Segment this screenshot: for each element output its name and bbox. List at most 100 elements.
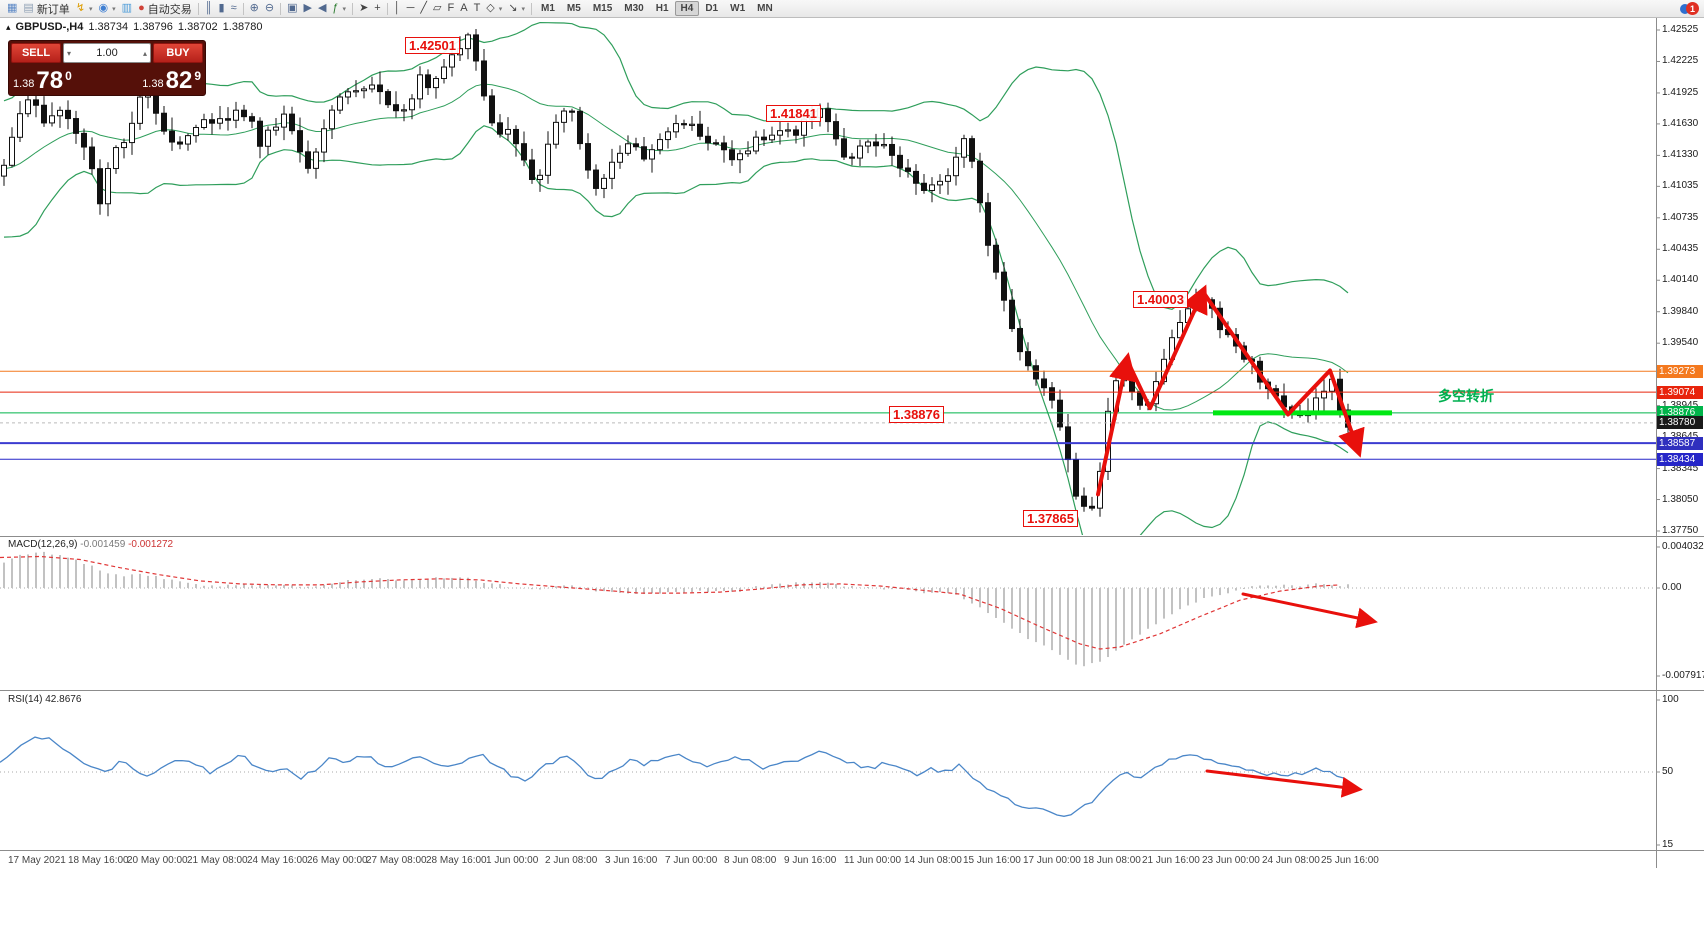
new-order-button[interactable]: ▤ 新订单 xyxy=(20,1,72,17)
cursor-icon: ➤ xyxy=(359,2,369,14)
trend-arrow[interactable] xyxy=(1125,284,1208,411)
timeframe-button-m1[interactable]: M1 xyxy=(541,3,555,14)
label-button[interactable]: T xyxy=(471,1,484,17)
timeframe-button-m15[interactable]: M15 xyxy=(592,3,613,14)
time-axis-label: 21 May 08:00 xyxy=(187,855,248,866)
timeframe-button-h4[interactable]: H4 xyxy=(674,1,700,16)
timeframe-button-d1[interactable]: D1 xyxy=(705,3,719,14)
sell-price[interactable]: 1.38 78 0 xyxy=(13,64,72,94)
shapes-button[interactable]: ◇ ▾ xyxy=(483,1,505,17)
timeframe-button-m30[interactable]: M30 xyxy=(624,3,644,14)
market-watch-button[interactable]: ▥ xyxy=(119,1,135,17)
time-axis-label: 28 May 16:00 xyxy=(426,855,487,866)
fibonacci-button[interactable]: F xyxy=(444,1,457,17)
rsi-name: RSI(14) xyxy=(8,694,43,705)
arrows-button[interactable]: ↘ ▾ xyxy=(505,1,528,17)
autotrading-icon: ● xyxy=(138,2,145,14)
channel-button[interactable]: ▱ xyxy=(430,1,444,17)
macd-scale-label: 0.00 xyxy=(1662,582,1682,593)
toolbar-separator xyxy=(386,2,388,15)
rsi-scale-label: 15 xyxy=(1662,839,1674,850)
dropdown-caret-icon: ▾ xyxy=(498,5,503,13)
one-click-panel-toggle-icon[interactable]: ▴ xyxy=(6,21,11,32)
rsi-value: 42.8676 xyxy=(45,694,82,705)
bar-chart-type-button[interactable]: ║ xyxy=(202,1,216,17)
new-order-icon: ▤ xyxy=(23,2,34,14)
profile-button[interactable]: ◉ ▾ xyxy=(96,1,119,17)
price-scale-label: 1.38945 xyxy=(1662,399,1699,411)
trendline-button[interactable]: ╱ xyxy=(417,1,430,17)
volume-decrease-icon[interactable]: ▾ xyxy=(67,48,72,58)
line-chart-type-button[interactable]: ≈ xyxy=(228,1,240,17)
tile-windows-button[interactable]: ▣ xyxy=(284,1,300,17)
time-axis-label: 25 Jun 16:00 xyxy=(1321,855,1379,866)
buy-price-sup: 9 xyxy=(194,69,201,83)
autotrading-button-label: 自动交易 xyxy=(147,3,192,16)
trendline-icon: ╱ xyxy=(420,2,428,14)
timeframe-button-h1[interactable]: H1 xyxy=(655,3,669,14)
lightning-button[interactable]: ↯ ▾ xyxy=(73,1,96,17)
line-chart-type-icon: ≈ xyxy=(230,2,237,14)
toolbar-separator xyxy=(242,2,244,15)
vertical-line-button[interactable]: │ xyxy=(391,1,404,17)
autotrading-button[interactable]: ● 自动交易 xyxy=(135,1,195,17)
price-scale-label: 1.39840 xyxy=(1662,305,1699,317)
sell-button[interactable]: SELL xyxy=(11,43,61,63)
time-axis-label: 27 May 08:00 xyxy=(366,855,427,866)
tile-windows-icon: ▣ xyxy=(287,2,298,14)
price-scale-label: 1.38645 xyxy=(1662,431,1698,442)
dropdown-caret-icon: ▾ xyxy=(342,5,347,13)
price-annotation: 1.38876 xyxy=(889,406,944,423)
timeframe-button-mn[interactable]: MN xyxy=(757,3,773,14)
macd-trend-arrow[interactable] xyxy=(1241,592,1378,629)
zoom-out-button[interactable]: ⊖ xyxy=(262,1,277,17)
price-scale-label: 1.41630 xyxy=(1662,117,1699,129)
price-scale-label: 1.38050 xyxy=(1662,493,1699,505)
price-tag: 1.39273 xyxy=(1657,364,1703,378)
time-axis-label: 24 Jun 08:00 xyxy=(1262,855,1320,866)
volume-increase-icon[interactable]: ▴ xyxy=(142,48,147,58)
charts-window-icon: ▦ xyxy=(7,2,18,14)
time-axis-label: 18 Jun 08:00 xyxy=(1083,855,1141,866)
price-scale-label: 1.37750 xyxy=(1662,525,1699,536)
volume-spinner[interactable]: ▾ 1.00 ▴ xyxy=(63,43,151,63)
trend-arrow[interactable] xyxy=(1096,352,1137,497)
cursor-button[interactable]: ➤ xyxy=(356,1,371,17)
rsi-layer xyxy=(0,736,1656,817)
chart-shift-button[interactable]: ◀ xyxy=(315,1,329,17)
timeframe-button-w1[interactable]: W1 xyxy=(730,3,746,14)
charts-window-button[interactable]: ▦ xyxy=(4,1,20,17)
chart-shift-icon: ◀ xyxy=(317,2,327,14)
rsi-scale-label: 50 xyxy=(1662,766,1674,777)
zoom-in-button[interactable]: ⊕ xyxy=(247,1,262,17)
sell-price-prefix: 1.38 xyxy=(13,78,35,90)
auto-scroll-icon: ▶ xyxy=(303,2,312,14)
horizontal-line-button[interactable]: ─ xyxy=(404,1,418,17)
notification-badge[interactable]: 1 xyxy=(1686,2,1699,15)
trend-arrow[interactable] xyxy=(1201,289,1365,458)
price-scale-label: 1.40435 xyxy=(1662,243,1699,255)
price-annotation: 1.41841 xyxy=(766,105,821,122)
time-axis-label: 11 Jun 00:00 xyxy=(844,855,902,866)
time-axis-label: 17 May 2021 xyxy=(8,855,66,866)
price-tag: 1.38587 xyxy=(1657,436,1703,450)
time-axis-label: 21 Jun 16:00 xyxy=(1142,855,1200,866)
price-scale-label: 1.39540 xyxy=(1662,337,1699,349)
text-button[interactable]: A xyxy=(457,1,470,17)
timeframe-button-m5[interactable]: M5 xyxy=(566,3,581,14)
price-scale-label: 1.41925 xyxy=(1662,86,1699,98)
indicators-button[interactable]: ƒ ▾ xyxy=(329,1,349,17)
price-tag: 1.38780 xyxy=(1657,416,1703,430)
crosshair-button[interactable]: + xyxy=(371,1,383,17)
buy-price[interactable]: 1.38 82 9 xyxy=(142,64,201,94)
buy-button[interactable]: BUY xyxy=(153,43,203,63)
macd-label: MACD(12,26,9) -0.001459 -0.001272 xyxy=(8,539,173,550)
price-scale-label: 1.41035 xyxy=(1662,180,1699,192)
time-axis-label: 26 May 00:00 xyxy=(307,855,368,866)
auto-scroll-button[interactable]: ▶ xyxy=(300,1,314,17)
time-axis-label: 24 May 16:00 xyxy=(247,855,308,866)
rsi-trend-arrow[interactable] xyxy=(1205,769,1363,798)
candle-chart-type-button[interactable]: ▮ xyxy=(216,1,228,17)
price-scale-label: 1.40735 xyxy=(1662,211,1699,223)
